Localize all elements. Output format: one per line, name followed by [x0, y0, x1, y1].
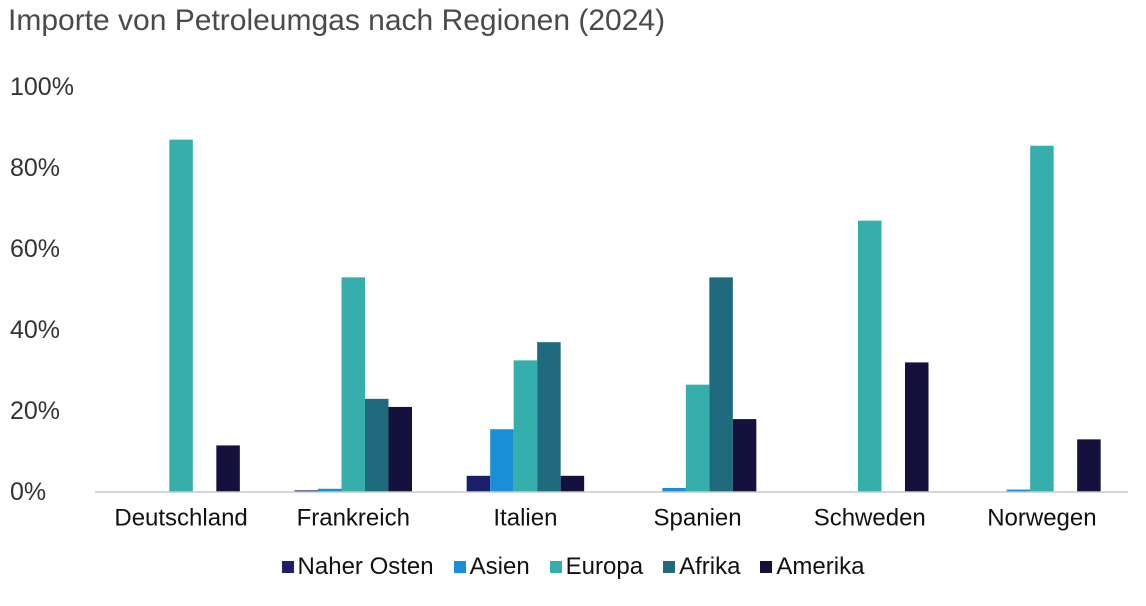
- legend-label: Afrika: [679, 553, 741, 580]
- x-tick-label: Norwegen: [987, 505, 1096, 532]
- bar-asien: [1006, 489, 1031, 492]
- legend-label: Naher Osten: [297, 553, 434, 580]
- legend-swatch: [549, 561, 562, 573]
- x-tick-label: Frankreich: [297, 505, 410, 532]
- bar-amerika: [1077, 439, 1101, 492]
- legend-item: Afrika: [663, 553, 740, 581]
- y-tick-label: 60%: [10, 235, 60, 263]
- bar-asien: [318, 488, 342, 492]
- bar-naher-osten: [466, 475, 491, 492]
- bar-europa: [685, 384, 710, 492]
- bar-europa: [341, 277, 365, 492]
- bar-amerika: [216, 445, 240, 492]
- legend-swatch: [760, 561, 773, 573]
- legend-label: Asien: [469, 553, 530, 580]
- legend-label: Europa: [565, 553, 644, 580]
- bar-afrika: [537, 342, 561, 492]
- legend-swatch: [663, 561, 676, 573]
- legend-swatch: [281, 561, 294, 573]
- y-tick-label: 0%: [10, 478, 46, 506]
- bar-naher-osten: [294, 490, 318, 492]
- y-tick-label: 100%: [10, 73, 74, 101]
- y-tick-label: 20%: [10, 397, 60, 425]
- bar-chart: 0% 20% 40% 60% 80% 100% Deutschland Frankreich I…: [10, 73, 1128, 532]
- legend-swatch: [453, 561, 466, 573]
- bar-amerika: [732, 419, 757, 492]
- legend-label: Amerika: [776, 553, 865, 580]
- bar-amerika: [560, 475, 585, 492]
- bar-afrika: [365, 398, 389, 492]
- legend-item: Europa: [549, 553, 644, 581]
- bar-amerika: [905, 362, 929, 492]
- x-tick-label: Schweden: [814, 505, 926, 532]
- bar-afrika: [709, 277, 733, 492]
- y-tick-label: 80%: [10, 154, 60, 182]
- bar-asien: [490, 429, 514, 492]
- legend-item: Asien: [453, 553, 530, 581]
- bar-europa: [513, 360, 538, 492]
- x-tick-label: Italien: [493, 505, 557, 532]
- y-tick-label: 40%: [10, 316, 60, 344]
- chart-title: Importe von Petroleumgas nach Regionen (…: [8, 4, 666, 37]
- bar-amerika: [388, 406, 412, 492]
- bar-europa: [858, 220, 882, 492]
- bar-europa: [1030, 145, 1054, 492]
- legend-item: Naher Osten: [281, 553, 434, 581]
- chart-legend: Naher Osten Asien Europa Afrika Amerika: [0, 553, 1146, 581]
- bar-asien: [662, 487, 686, 492]
- x-tick-label: Spanien: [654, 505, 742, 532]
- legend-item: Amerika: [760, 553, 864, 581]
- bar-europa: [169, 139, 193, 492]
- x-tick-label: Deutschland: [114, 505, 247, 532]
